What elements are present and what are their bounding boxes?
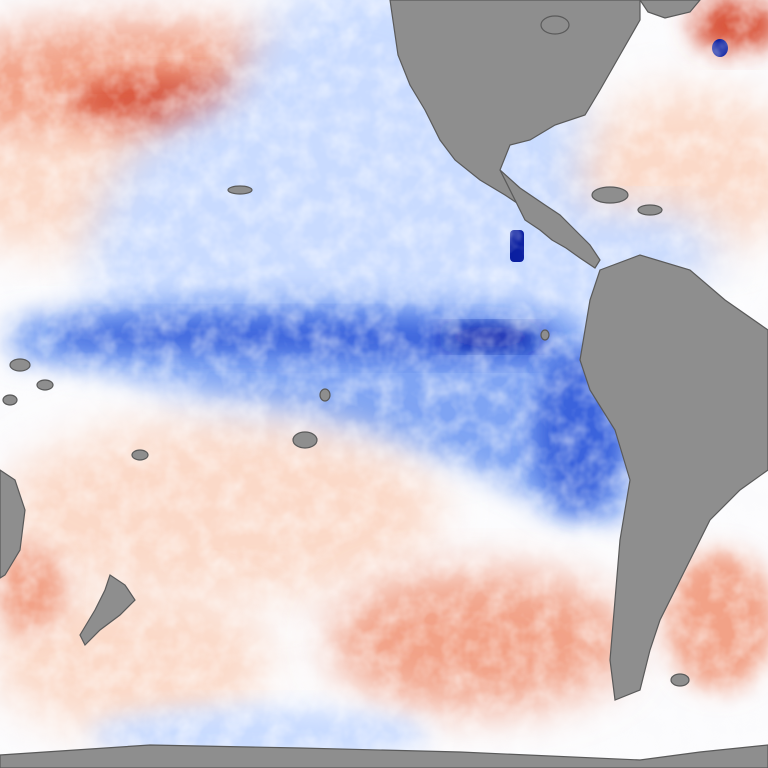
australia (0, 469, 26, 579)
galapagos (540, 329, 550, 341)
caribbean-island (591, 186, 629, 204)
greenland-edge (639, 0, 701, 19)
island (292, 431, 318, 449)
island (131, 449, 149, 461)
pacific-islands (2, 15, 690, 687)
great-lakes-region (540, 15, 570, 35)
central-america (499, 169, 601, 269)
new-zealand (79, 574, 136, 647)
south-america (579, 254, 768, 701)
island (9, 358, 31, 372)
antarctica (0, 744, 768, 768)
island (2, 394, 18, 406)
falkland-islands (670, 673, 690, 687)
island (319, 388, 331, 402)
caribbean-island (637, 204, 663, 216)
island (227, 185, 253, 195)
island (36, 379, 54, 391)
